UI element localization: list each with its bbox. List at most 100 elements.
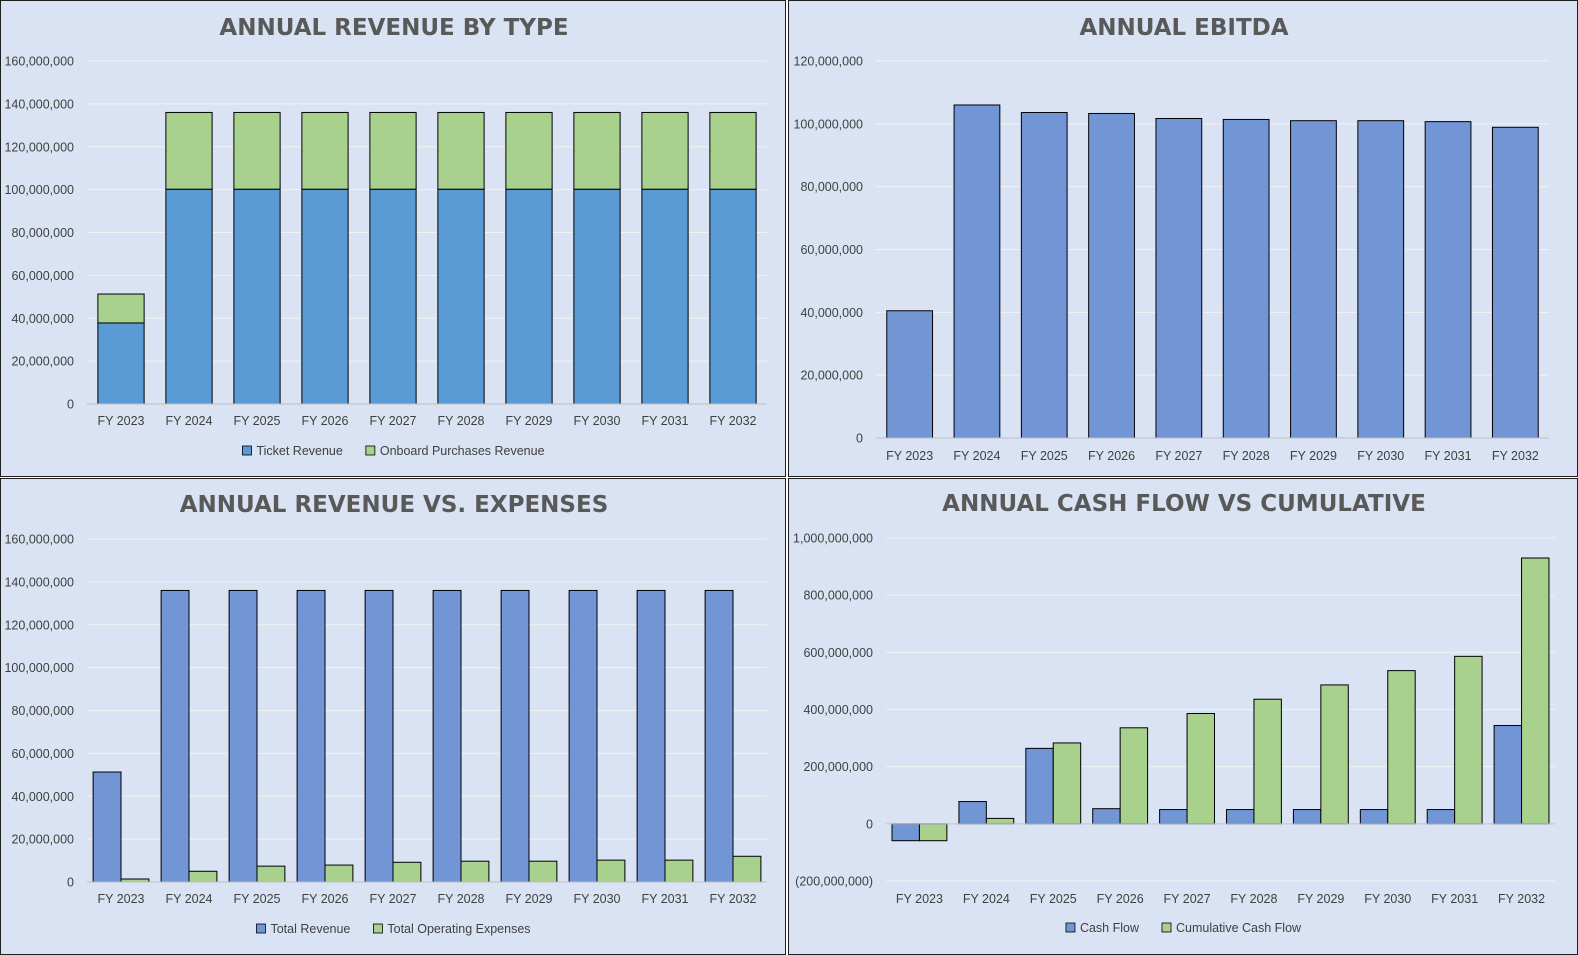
chart-svg: ANNUAL CASH FLOW VS CUMULATIVE (200,000,0… <box>793 491 1555 935</box>
bar-total-operating-expenses-fy-2031 <box>664 859 694 883</box>
bar-total-operating-expenses-fy-2027 <box>392 861 422 883</box>
bar-total-operating-expenses-fy-2026 <box>324 864 354 883</box>
y-tick-label: 0 <box>856 432 863 446</box>
x-tick-label: FY 2031 <box>1425 449 1472 463</box>
legend-swatch-cumulative-cash-flow <box>1161 922 1172 933</box>
y-tick-label: 120,000,000 <box>4 618 74 632</box>
bar-onboard-purchases-revenue-fy-2029 <box>505 111 553 190</box>
bar-ticket-revenue-fy-2025 <box>233 188 281 405</box>
bar-total-revenue-fy-2025 <box>228 589 258 883</box>
bar-cumulative-cash-flow-fy-2032 <box>1521 557 1550 825</box>
bar-total-revenue-fy-2027 <box>364 589 394 883</box>
bar-cash-flow-fy-2028 <box>1226 809 1255 825</box>
bar-cumulative-cash-flow-fy-2026 <box>1119 727 1149 825</box>
x-tick-label: FY 2024 <box>963 892 1010 906</box>
y-tick-label: 40,000,000 <box>11 312 74 326</box>
y-tick-label: 80,000,000 <box>800 180 863 194</box>
bar-ticket-revenue-fy-2023 <box>97 322 145 405</box>
x-tick-label: FY 2028 <box>1230 892 1277 906</box>
legend-label-onboard-purchases-revenue: Onboard Purchases Revenue <box>380 444 545 458</box>
bar-ticket-revenue-fy-2030 <box>573 188 621 405</box>
bar-ticket-revenue-fy-2024 <box>165 188 213 405</box>
y-tick-label: 0 <box>866 817 873 831</box>
x-tick-label: FY 2026 <box>301 414 348 428</box>
bar-onboard-purchases-revenue-fy-2027 <box>369 111 417 190</box>
legend-label-cumulative-cash-flow: Cumulative Cash Flow <box>1176 921 1302 935</box>
y-tick-label: 200,000,000 <box>803 760 873 774</box>
x-tick-label: FY 2030 <box>573 892 620 906</box>
bar-cash-flow-fy-2032 <box>1493 725 1523 825</box>
bar-cumulative-cash-flow-fy-2023 <box>918 823 948 842</box>
bar-cumulative-cash-flow-fy-2029 <box>1320 684 1349 825</box>
y-tick-label: 140,000,000 <box>4 575 74 589</box>
chart-panel-ebitda: ANNUAL EBITDA 0 20,000,000 40,000,000 60,000… <box>788 0 1578 477</box>
x-tick-label: FY 2025 <box>1021 449 1068 463</box>
x-tick-label: FY 2026 <box>301 892 348 906</box>
x-tick-label: FY 2027 <box>369 892 416 906</box>
legend-label-cash-flow: Cash Flow <box>1080 921 1140 935</box>
bar-onboard-purchases-revenue-fy-2024 <box>165 111 213 190</box>
bar-ticket-revenue-fy-2029 <box>505 188 553 405</box>
chart-title: ANNUAL CASH FLOW VS CUMULATIVE <box>942 491 1426 517</box>
y-tick-label: 20,000,000 <box>11 833 74 847</box>
x-tick-label: FY 2032 <box>1492 449 1539 463</box>
y-tick-label: 60,000,000 <box>800 243 863 257</box>
bar-cumulative-cash-flow-fy-2030 <box>1387 670 1416 825</box>
bar-cash-flow-fy-2023 <box>891 823 920 842</box>
x-tick-label: FY 2023 <box>97 892 144 906</box>
x-tick-label: FY 2028 <box>1223 449 1270 463</box>
y-tick-label: 160,000,000 <box>4 533 74 547</box>
y-tick-label: 0 <box>67 876 74 890</box>
x-tick-label: FY 2030 <box>1364 892 1411 906</box>
bar-cash-flow-fy-2027 <box>1159 809 1188 825</box>
y-tick-label: 1,000,000,000 <box>793 532 873 546</box>
y-tick-label: 120,000,000 <box>4 140 74 154</box>
bar-onboard-purchases-revenue-fy-2025 <box>233 111 281 190</box>
bar-cash-flow-fy-2029 <box>1292 809 1322 825</box>
bar-total-operating-expenses-fy-2025 <box>256 865 286 883</box>
bar-total-revenue-fy-2023 <box>92 771 122 883</box>
bar-ticket-revenue-fy-2031 <box>641 188 689 405</box>
y-tick-label: 80,000,000 <box>11 226 74 240</box>
chart-svg: ANNUAL REVENUE VS. EXPENSES 0 20,000,000 40… <box>4 492 767 936</box>
bar-cash-flow-fy-2025 <box>1025 747 1054 825</box>
bar-onboard-purchases-revenue-fy-2028 <box>437 111 485 190</box>
bar-onboard-purchases-revenue-fy-2032 <box>709 111 757 190</box>
bar-total-operating-expenses-fy-2028 <box>460 860 490 883</box>
x-tick-label: FY 2023 <box>886 449 933 463</box>
bar-total-revenue-fy-2028 <box>432 589 462 883</box>
legend-label-total-operating-expenses: Total Operating Expenses <box>387 922 530 936</box>
bar-onboard-purchases-revenue-fy-2023 <box>97 293 145 324</box>
legend-swatch-onboard-purchases-revenue <box>365 445 376 456</box>
y-tick-label: 20,000,000 <box>800 369 863 383</box>
x-tick-label: FY 2024 <box>953 449 1000 463</box>
bar-value-fy-2032 <box>1491 126 1539 439</box>
legend: Total Revenue Total Operating Expenses <box>256 922 531 936</box>
bar-value-fy-2030 <box>1357 120 1405 439</box>
y-tick-label: 800,000,000 <box>803 589 873 603</box>
bar-ticket-revenue-fy-2028 <box>437 188 485 405</box>
bar-cumulative-cash-flow-fy-2027 <box>1186 713 1215 825</box>
y-tick-label: 40,000,000 <box>11 790 74 804</box>
x-tick-label: FY 2025 <box>1030 892 1077 906</box>
chart-panel-revenue-vs-expenses: ANNUAL REVENUE VS. EXPENSES 0 20,000,000 40… <box>0 478 786 955</box>
x-tick-label: FY 2028 <box>437 892 484 906</box>
bar-ticket-revenue-fy-2027 <box>369 188 417 405</box>
bar-value-fy-2031 <box>1424 121 1472 439</box>
chart-title: ANNUAL EBITDA <box>1079 15 1288 41</box>
bar-value-fy-2027 <box>1155 117 1203 439</box>
x-tick-label: FY 2024 <box>165 892 212 906</box>
x-tick-label: FY 2032 <box>709 892 756 906</box>
bar-total-operating-expenses-fy-2030 <box>596 859 626 883</box>
bar-ticket-revenue-fy-2026 <box>301 188 349 405</box>
y-tick-label: 400,000,000 <box>803 703 873 717</box>
bar-cash-flow-fy-2024 <box>958 801 987 825</box>
y-tick-label: 140,000,000 <box>4 97 74 111</box>
x-tick-label: FY 2029 <box>505 414 552 428</box>
y-tick-label: 0 <box>67 398 74 412</box>
bar-cumulative-cash-flow-fy-2024 <box>985 817 1015 825</box>
bar-value-fy-2023 <box>886 310 934 439</box>
bar-total-revenue-fy-2024 <box>160 589 190 883</box>
y-tick-label: (200,000,000) <box>795 875 873 889</box>
y-tick-label: 100,000,000 <box>4 183 74 197</box>
